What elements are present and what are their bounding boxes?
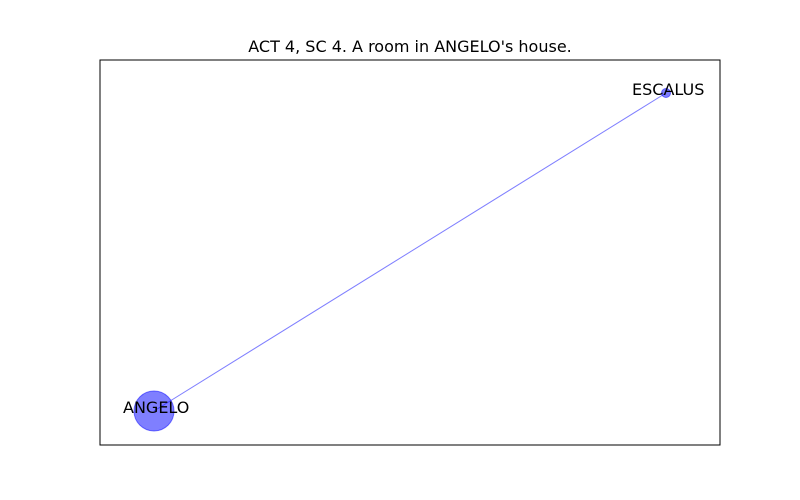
- node-escalus: [661, 88, 671, 98]
- node-angelo: [133, 390, 175, 432]
- node-label-angelo: ANGELO: [123, 398, 189, 417]
- edge-angelo-escalus: [153, 92, 667, 412]
- nodes-layer: [133, 88, 671, 432]
- plot-frame: [99, 59, 721, 446]
- node-label-escalus: ESCALUS: [632, 80, 704, 99]
- figure-title: ACT 4, SC 4. A room in ANGELO's house.: [248, 37, 572, 56]
- edges-layer: [153, 92, 667, 412]
- labels-layer: ANGELO ESCALUS: [123, 80, 704, 417]
